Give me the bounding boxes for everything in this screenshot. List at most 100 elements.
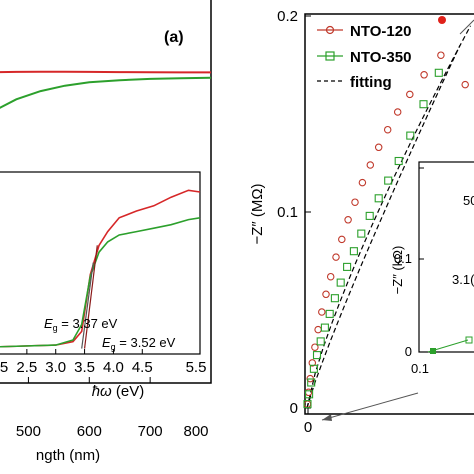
panel-a-inset-eg1: Eg = 3.37 eV [44, 316, 118, 333]
panel-b-point-nto350 [419, 100, 428, 109]
panel-b-inset-green-point-2 [465, 336, 473, 344]
panel-a-inset-xtick-label-2: 3.0 [45, 359, 66, 376]
legend-label-nto120: NTO-120 [350, 23, 411, 40]
panel-a-inset-series-group [0, 189, 201, 349]
panel-b-point-nto350 [330, 294, 339, 303]
panel-a-series-line-1 [0, 76, 212, 109]
panel-b-point-nto120 [393, 108, 402, 116]
panel-b-point-nto120 [461, 80, 469, 89]
panel-b-inset-arrow [321, 392, 419, 421]
panel-a-inset-xtick-label-1: 2.5 [16, 359, 37, 376]
panel-a-inset-fit-1 [81, 262, 94, 349]
panel-a-xticks: 500 600 700 800 [16, 377, 212, 440]
panel-b-point-nto350 [394, 156, 403, 166]
panel-b-point-nto350 [336, 278, 345, 287]
panel-a-label: (a) [164, 29, 184, 46]
panel-b-point-nto350 [406, 131, 415, 140]
panel-a-inset-xtick-label-3: 3.5 [74, 359, 95, 376]
panel-b-point-nto120 [311, 343, 319, 351]
panel-a: (a) 5 2.5 3.0 3.5 4.0 4.5 5.5 Eg = 3.37 eV Eg … [0, 0, 212, 464]
panel-a-inset-xtick-label-0: 5 [0, 359, 8, 376]
panel-b-point-nto350 [316, 337, 325, 346]
panel-b: −Z″ (MΩ) 0 0.1 0.2 0 NTO-120 NTO-350 fitti… [249, 8, 474, 436]
panel-b-point-nto350 [303, 400, 312, 409]
panel-b-inset-xtick-0: 0.1 [411, 361, 429, 376]
panel-b-point-nto350 [374, 194, 383, 203]
panel-b-inset-ylabel: −Z″ (kΩ) [390, 246, 405, 295]
panel-b-point-nto120 [332, 253, 340, 261]
panel-b-point-nto120 [366, 161, 375, 169]
panel-b-frame [304, 13, 474, 415]
panel-a-xtick-label-1: 600 [77, 423, 102, 440]
panel-b-point-nto120 [314, 325, 322, 334]
panel-b-point-nto350 [365, 211, 374, 220]
panel-a-series-group [0, 70, 212, 109]
panel-b-corner-arrow [459, 19, 474, 35]
panel-a-series-line-0 [0, 70, 211, 74]
panel-b-inset-green-point [430, 348, 436, 354]
panel-b-point-nto350 [307, 378, 316, 387]
panel-b-point-nto120 [358, 178, 367, 187]
legend: NTO-120 NTO-350 fitting [317, 23, 411, 91]
panel-a-inset-xtick-label-6: 5.5 [186, 359, 207, 376]
panel-b-point-nto350 [384, 176, 393, 185]
panel-b-inset-annot-50: 50 [463, 193, 474, 208]
panel-b-inset-ytick-0: 0 [405, 344, 412, 359]
panel-a-inset-xtick-label-4: 4.0 [103, 359, 124, 376]
panel-b-ytick-label-1: 0.1 [277, 204, 298, 221]
panel-b-series-group [303, 51, 469, 409]
panel-b-fit-group [306, 25, 472, 409]
panel-b-inset-ytick-1: 0.1 [394, 251, 412, 266]
panel-b-ytick-label-2: 0.2 [277, 8, 298, 25]
panel-a-inset-line-0 [0, 189, 201, 348]
panel-b-point-nto120 [374, 143, 383, 152]
panel-b-end-point [438, 16, 446, 24]
panel-b-point-nto350 [309, 364, 318, 373]
panel-a-inset-xtick-label-5: 4.5 [132, 359, 153, 376]
panel-b-point-nto120 [351, 198, 359, 206]
panel-b-point-nto350 [305, 390, 314, 399]
panel-b-point-nto120 [308, 359, 317, 367]
panel-b-xtick-0: 0 [304, 419, 312, 436]
legend-marker-nto350 [325, 51, 335, 61]
legend-label-fitting: fitting [350, 74, 392, 91]
panel-b-point-nto120 [338, 235, 346, 244]
panel-b-inset-arrowhead [322, 414, 332, 421]
panel-b-fit-line-0 [306, 25, 472, 409]
panel-b-point-nto120 [383, 125, 392, 134]
legend-marker-nto120 [325, 25, 335, 35]
panel-b-inset-frame [418, 161, 474, 353]
panel-b-point-nto350 [343, 262, 352, 271]
panel-b-point-nto120 [420, 71, 428, 79]
panel-b-point-nto350 [434, 68, 443, 77]
panel-a-inset-fit-0 [83, 245, 98, 349]
panel-a-xtick-label-3: 800 [183, 423, 208, 440]
panel-b-fit-line-1 [306, 45, 461, 409]
panel-b-point-nto120 [406, 90, 414, 99]
panel-a-inset-line-1 [0, 217, 201, 348]
legend-label-nto350: NTO-350 [350, 49, 411, 66]
panel-a-inset-frame [0, 171, 201, 355]
panel-b-inset-annot-31: 3.1( [452, 272, 474, 287]
panel-a-inset-eg2: Eg = 3.52 eV [102, 335, 176, 352]
panel-b-point-nto120 [344, 216, 352, 224]
panel-b-ylabel: −Z″ (MΩ) [249, 183, 266, 244]
panel-b-ytick-label-0: 0 [290, 400, 298, 417]
panel-b-point-nto350 [357, 229, 366, 238]
panel-b-yticks: 0 0.1 0.2 [277, 8, 311, 417]
panel-a-frame [0, 0, 212, 384]
panel-a-xtick-label-0: 500 [16, 423, 41, 440]
panel-a-xlabel: ngth (nm) [36, 447, 100, 464]
panel-b-point-nto350 [349, 247, 358, 256]
panel-b-point-nto350 [312, 351, 322, 360]
panel-b-point-nto120 [322, 290, 330, 299]
panel-a-inset-ticks: 5 2.5 3.0 3.5 4.0 4.5 5.5 [0, 349, 206, 376]
panel-b-point-nto350 [325, 309, 334, 318]
panel-a-xtick-label-2: 700 [138, 423, 163, 440]
panel-b-point-nto120 [437, 51, 445, 59]
panel-b-point-nto350 [320, 323, 329, 332]
panel-b-point-nto120 [326, 272, 335, 281]
panel-b-point-nto120 [318, 308, 326, 316]
